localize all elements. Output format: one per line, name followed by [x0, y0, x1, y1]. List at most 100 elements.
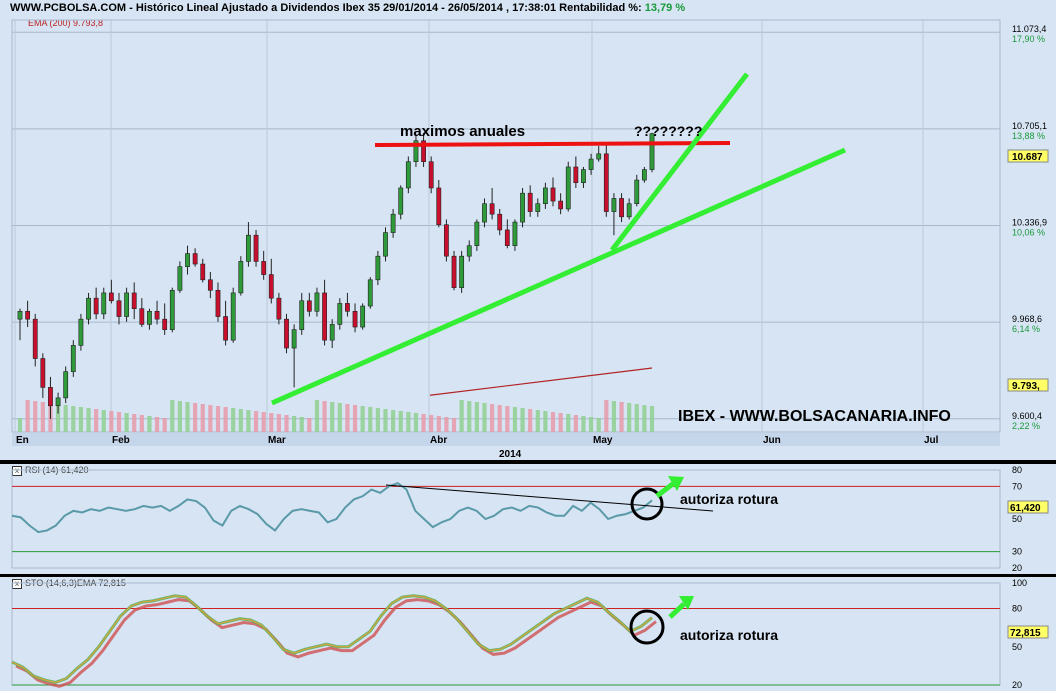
indicator-tick-label: 50 [1012, 642, 1022, 652]
candle-body [421, 140, 426, 163]
volume-bar [253, 411, 259, 432]
candle-body [223, 316, 228, 341]
volume-bar [147, 416, 152, 432]
sto-arrow [668, 602, 686, 619]
volume-bar [642, 405, 647, 432]
price-tick-pct: 10,06 % [1012, 228, 1045, 238]
candle-body [124, 292, 129, 317]
volume-bar [436, 416, 441, 432]
candle-body [436, 187, 442, 225]
indicator-tick-label: 30 [1012, 547, 1022, 557]
chart-title: WWW.PCBOLSA.COM - Histórico Lineal Ajust… [10, 2, 685, 14]
volume-bar [627, 403, 632, 432]
volume-bar [482, 403, 487, 432]
volume-bar [132, 414, 137, 432]
price-tick-pct: 2,22 % [1012, 421, 1040, 431]
candle-body [147, 310, 152, 325]
trendline-main [270, 147, 847, 406]
volume-bar [573, 415, 578, 432]
candle-body [162, 318, 168, 330]
volume-bar [467, 401, 472, 432]
separator-2 [0, 574, 1056, 577]
candle-body [238, 261, 244, 294]
volume-bar [40, 402, 45, 432]
candle-body [466, 245, 472, 257]
rsi-trendline [385, 484, 714, 512]
volume-bar [223, 407, 228, 432]
candle-body [276, 297, 282, 320]
volume-bar [550, 412, 556, 432]
volume-bar [421, 414, 426, 432]
candle-body [588, 158, 594, 170]
candle-body [177, 266, 183, 291]
indicator-tick-label: 20 [1012, 563, 1022, 573]
candle-body [428, 161, 434, 189]
volume-bar [535, 410, 540, 432]
volume-bar [444, 417, 449, 432]
candle-body [512, 221, 518, 246]
candle-body [17, 310, 23, 320]
candle-body [383, 232, 388, 257]
title-text: WWW.PCBOLSA.COM - Histórico Lineal Ajust… [10, 2, 642, 14]
volume-bar [238, 409, 243, 432]
candle-body [25, 310, 31, 320]
candle-body [192, 253, 198, 265]
volume-bar [185, 402, 190, 432]
candle-body [291, 329, 297, 349]
last-price-badge-bg [1007, 149, 1049, 163]
ema-badge: 9.793, [1012, 381, 1040, 392]
signal-line [15, 598, 657, 688]
ema-legend: EMA (200) 9.793,8 [28, 18, 104, 28]
candle-body [55, 397, 61, 407]
volume-bar [116, 412, 122, 432]
volume-bar [314, 400, 320, 432]
candle-body [246, 234, 251, 262]
volume-bar [200, 404, 205, 432]
volume-bar [55, 404, 61, 432]
candle-body [329, 324, 335, 341]
volume-bar [94, 409, 99, 432]
rsi-arrow-head [668, 476, 684, 491]
rsi-note: autoriza rotura [680, 491, 778, 507]
indicator-tick-label: 20 [1012, 680, 1022, 690]
candle-body [405, 161, 411, 189]
volume-bar [649, 406, 655, 432]
candle-body [367, 279, 373, 307]
candle-body [581, 169, 586, 184]
volume-bar [429, 415, 434, 432]
volume-bar [276, 414, 281, 432]
volume-bar [398, 411, 403, 432]
volume-bar [611, 401, 617, 432]
month-label: Abr [430, 435, 447, 446]
price-tick-label: 11.073,4 [1012, 24, 1046, 34]
volume-bar [71, 406, 76, 432]
rsi-chart: 80 70 50 30 20 autoriza rotura 61,420 [11, 465, 1049, 573]
volume-bar [139, 415, 144, 432]
rsi-line [11, 481, 653, 534]
candle-body [482, 203, 487, 223]
candle-body [200, 263, 206, 281]
separator-1 [0, 460, 1056, 464]
volume-bar [154, 417, 160, 432]
candle-body [253, 234, 259, 262]
volume-bar [345, 404, 350, 432]
volume-bar [490, 404, 495, 432]
sto-badge-bg [1007, 625, 1049, 639]
candle-body [489, 203, 495, 215]
price-tick-pct: 17,90 % [1012, 34, 1045, 44]
volume-bar [215, 406, 221, 432]
ema-line [429, 367, 653, 396]
candle-body [306, 300, 312, 312]
candle-body [230, 292, 236, 341]
candle-body [444, 224, 449, 257]
volume-bar [581, 416, 586, 432]
volume-bar [78, 407, 84, 432]
maximos-label: maximos anuales [400, 123, 525, 140]
candle-body [504, 229, 510, 246]
indicator-tick-label: 80 [1012, 604, 1022, 614]
rsi-badge-bg [1007, 500, 1049, 514]
candle-body [565, 166, 571, 210]
indicator-tick-label: 80 [1012, 465, 1022, 475]
price-tick-label: 10.336,9 [1012, 218, 1047, 228]
volume-bar [63, 405, 68, 432]
